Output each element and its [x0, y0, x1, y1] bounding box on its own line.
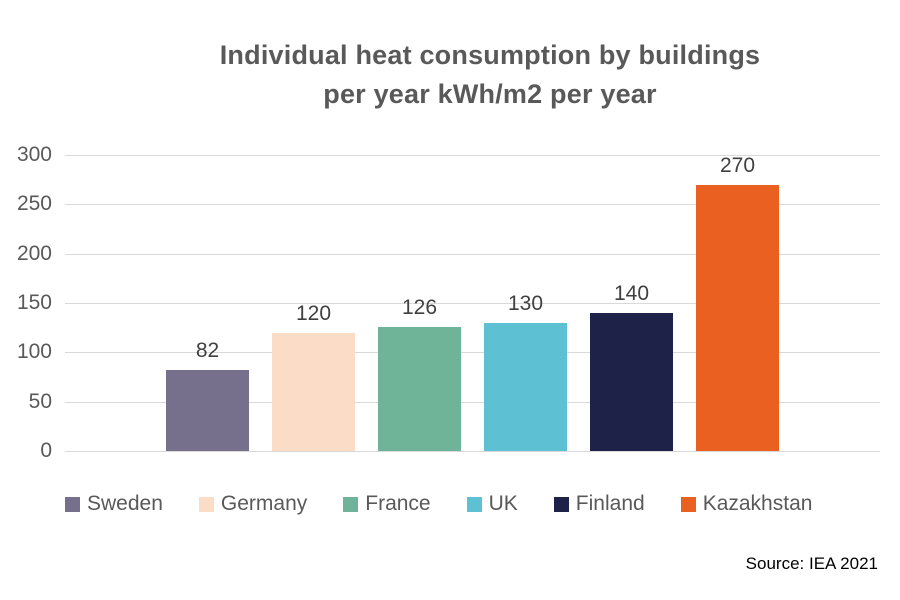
- bar-value-label-kazakhstan: 270: [719, 153, 756, 177]
- y-tick-label-200: 200: [16, 241, 52, 265]
- bar-kazakhstan: 270: [696, 154, 779, 451]
- bar-series: 82 120 126 130 140 270: [65, 154, 880, 451]
- legend-swatch-kazakhstan: [680, 496, 696, 512]
- y-tick-label-50: 50: [28, 389, 52, 413]
- y-tick-label-100: 100: [16, 340, 52, 364]
- bar-france: 126: [378, 296, 461, 451]
- legend-item-france: France: [343, 492, 431, 516]
- legend-label-finland: Finland: [575, 492, 645, 515]
- legend-label-sweden: Sweden: [87, 492, 163, 515]
- legend-item-germany: Germany: [198, 492, 308, 516]
- bar-uk: 130: [484, 292, 567, 451]
- bar-finland: 140: [590, 282, 673, 451]
- gridline-100: [65, 352, 880, 354]
- legend-label-kazakhstan: Kazakhstan: [702, 492, 813, 515]
- legend-swatch-sweden: [65, 496, 80, 512]
- legend-item-uk: UK: [466, 492, 518, 516]
- chart-title-line1: Individual heat consumption by buildings: [219, 40, 761, 70]
- gridline-300: [65, 155, 880, 156]
- legend-label-france: France: [365, 492, 431, 515]
- chart-title: Individual heat consumption by buildings…: [0, 36, 900, 114]
- y-tick-label-300: 300: [16, 143, 52, 166]
- legend-swatch-germany: [198, 496, 214, 512]
- legend-label-germany: Germany: [220, 492, 308, 515]
- plot-area: 82 120 126 130 140 270: [65, 154, 880, 452]
- source-note: Source: IEA 2021: [745, 554, 878, 573]
- y-axis: 0 50 100 150 200 250 300: [0, 143, 52, 462]
- bar-value-label-germany: 120: [295, 301, 332, 325]
- gridline-250: [65, 204, 880, 206]
- bar-germany: 120: [272, 302, 355, 451]
- legend-item-kazakhstan: Kazakhstan: [680, 492, 813, 516]
- legend-swatch-france: [343, 496, 359, 512]
- legend: Sweden Germany France UK Finland Kazakhstan: [65, 492, 812, 516]
- bar-value-label-france: 126: [401, 295, 438, 319]
- legend-item-sweden: Sweden: [65, 492, 163, 516]
- bar-value-label-sweden: 82: [195, 339, 220, 363]
- y-tick-label-0: 0: [40, 439, 52, 462]
- legend-item-finland: Finland: [553, 492, 645, 516]
- legend-label-uk: UK: [488, 492, 518, 515]
- chart-title-line2: per year kWh/m2 per year: [323, 79, 657, 109]
- bar-value-label-uk: 130: [507, 291, 544, 315]
- bar-sweden: 82: [166, 339, 249, 451]
- legend-swatch-uk: [466, 496, 482, 512]
- gridline-150: [65, 303, 880, 304]
- gridline-200: [65, 253, 880, 255]
- legend-swatch-finland: [553, 496, 569, 512]
- bar-value-label-finland: 140: [613, 281, 650, 305]
- gridline-0: [65, 451, 880, 452]
- y-tick-label-150: 150: [16, 291, 52, 314]
- y-tick-label-250: 250: [16, 192, 52, 216]
- gridline-50: [65, 401, 880, 403]
